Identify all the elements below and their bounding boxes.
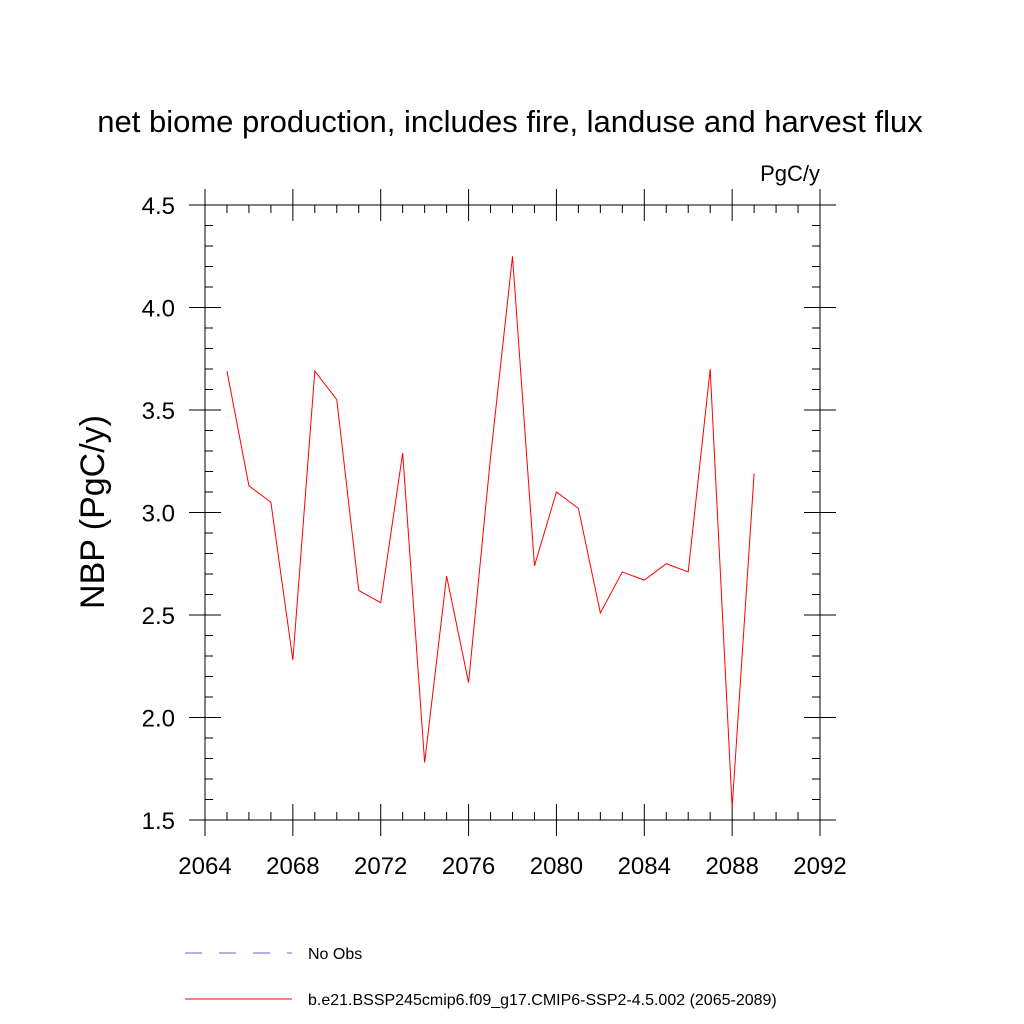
y-tick-label: 3.5	[142, 398, 175, 425]
axes: 2064 2068 2072 2076 2080 2084 2088 2092 1.5 2.0 2.…	[142, 189, 847, 880]
series-layer	[226, 256, 755, 808]
y-tick-label: 2.0	[142, 706, 175, 733]
x-tick-label: 2088	[705, 853, 758, 880]
y-tick-label: 4.5	[142, 193, 175, 220]
legend-label: No Obs	[308, 946, 362, 963]
series-line	[226, 256, 755, 808]
x-tick-label: 2064	[178, 853, 231, 880]
units-label: PgC/y	[760, 161, 820, 186]
chart-title: net biome production, includes fire, lan…	[97, 104, 923, 139]
x-tick-label: 2072	[354, 853, 407, 880]
legend: No Obs b.e21.BSSP245cmip6.f09_g17.CMIP6-S…	[185, 946, 777, 1009]
y-tick-label: 3.0	[142, 501, 175, 528]
y-axis-label: NBP (PgC/y)	[74, 415, 112, 609]
y-tick-label: 1.5	[142, 808, 175, 835]
x-tick-label: 2080	[530, 853, 583, 880]
legend-label: b.e21.BSSP245cmip6.f09_g17.CMIP6-SSP2-4.…	[308, 992, 777, 1009]
x-tick-label: 2068	[266, 853, 319, 880]
x-tick-label: 2084	[618, 853, 671, 880]
x-tick-label: 2092	[793, 853, 846, 880]
x-tick-label: 2076	[442, 853, 495, 880]
y-tick-label: 4.0	[142, 296, 175, 323]
y-tick-label: 2.5	[142, 603, 175, 630]
